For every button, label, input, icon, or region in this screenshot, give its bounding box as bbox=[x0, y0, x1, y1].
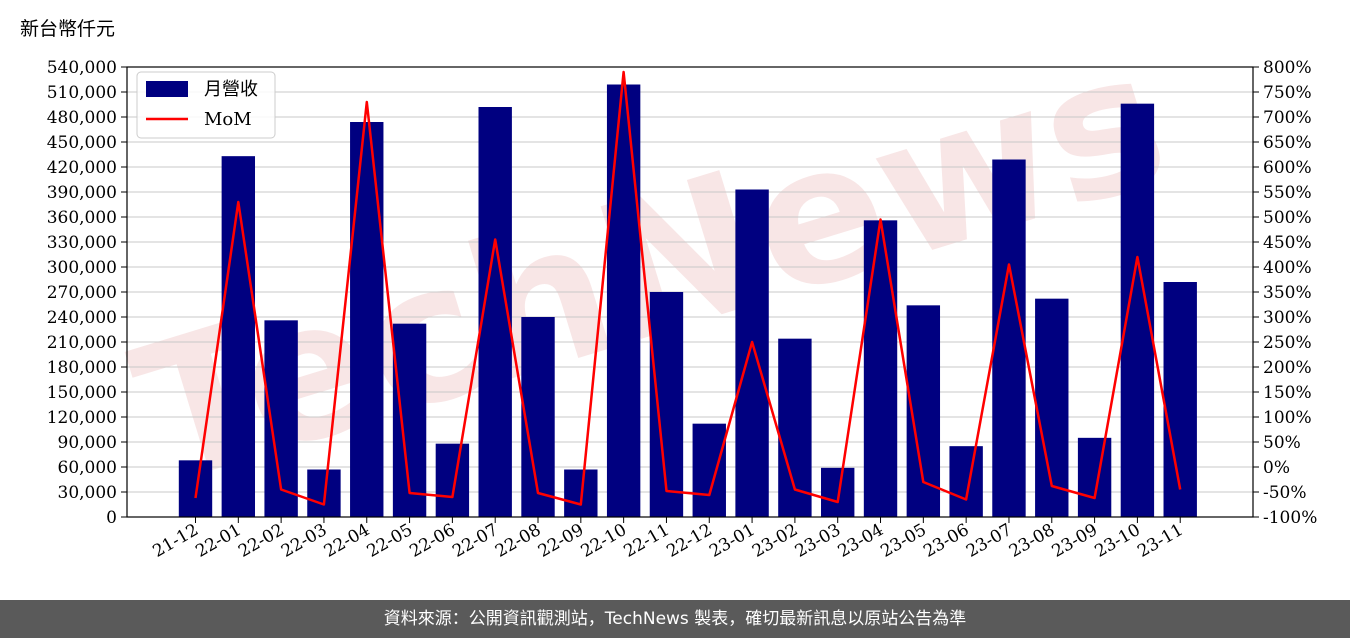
legend-label-mom: MoM bbox=[204, 109, 252, 130]
bar-23-04 bbox=[863, 220, 898, 518]
y-left-tick-label: 30,000 bbox=[58, 483, 117, 503]
y-left-tick-label: 120,000 bbox=[47, 408, 117, 428]
x-tick-label: 22-07 bbox=[449, 520, 501, 562]
y-left-tick-label: 360,000 bbox=[47, 208, 117, 228]
legend-swatch-bar bbox=[146, 81, 188, 97]
y-left-tick-label: 150,000 bbox=[47, 383, 117, 403]
bar-23-09 bbox=[1077, 437, 1112, 517]
bar-22-12 bbox=[692, 423, 726, 517]
y-left-tick-label: 420,000 bbox=[47, 158, 117, 178]
y-right-tick-label: 300% bbox=[1263, 308, 1312, 328]
footer-source: 資料來源：公開資訊觀測站，TechNews 製表，確切最新訊息以原站公告為準 bbox=[0, 600, 1350, 638]
y-right-tick-label: 650% bbox=[1263, 133, 1312, 153]
y-right-tick-label: 550% bbox=[1263, 183, 1312, 203]
y-left-tick-label: 90,000 bbox=[58, 433, 117, 453]
y-right-tick-label: 0% bbox=[1263, 458, 1290, 478]
y-left-tick-label: 300,000 bbox=[47, 258, 117, 278]
y-right-tick-label: 400% bbox=[1263, 258, 1312, 278]
y-left-tick-label: 480,000 bbox=[47, 108, 117, 128]
bar-22-01 bbox=[221, 156, 256, 517]
y-right-tick-label: 200% bbox=[1263, 358, 1312, 378]
y-right-tick-label: 150% bbox=[1263, 383, 1312, 403]
y-left-tick-label: 60,000 bbox=[58, 458, 117, 478]
x-tick-label: 23-06 bbox=[920, 520, 972, 562]
y-right-tick-label: 800% bbox=[1263, 58, 1312, 78]
bar-23-06 bbox=[949, 446, 983, 517]
y-right-tick-label: -50% bbox=[1263, 483, 1307, 503]
y-right-tick-label: 750% bbox=[1263, 83, 1312, 103]
bar-21-12 bbox=[178, 460, 213, 517]
x-tick-label: 23-07 bbox=[963, 520, 1015, 562]
bar-22-08 bbox=[521, 317, 555, 517]
y-left-tick-label: 330,000 bbox=[47, 233, 117, 253]
y-right-tick-label: 100% bbox=[1263, 408, 1312, 428]
x-tick-label: 22-06 bbox=[406, 520, 458, 562]
x-tick-label: 23-01 bbox=[706, 520, 758, 562]
bar-23-10 bbox=[1120, 103, 1155, 518]
x-tick-label: 22-01 bbox=[192, 520, 244, 562]
y-right-tick-label: 450% bbox=[1263, 233, 1312, 253]
bar-23-03 bbox=[821, 467, 855, 517]
bar-23-01 bbox=[735, 189, 769, 517]
x-tick-label: 23-10 bbox=[1091, 520, 1143, 562]
x-tick-label: 22-03 bbox=[278, 520, 330, 562]
y-left-tick-label: 210,000 bbox=[47, 333, 117, 353]
x-tick-label: 23-03 bbox=[792, 520, 844, 562]
x-tick-label: 22-05 bbox=[364, 520, 416, 562]
x-tick-label: 23-08 bbox=[1006, 520, 1058, 562]
unit-label: 新台幣仟元 bbox=[20, 18, 116, 40]
y-right-tick-label: 250% bbox=[1263, 333, 1312, 353]
x-tick-label: 22-10 bbox=[578, 520, 630, 562]
chart: TechNews030,00060,00090,000120,000150,00… bbox=[47, 7, 1318, 562]
x-tick-label: 22-04 bbox=[321, 520, 373, 562]
x-tick-label: 22-02 bbox=[235, 520, 287, 562]
bar-22-10 bbox=[606, 84, 641, 517]
y-left-tick-label: 540,000 bbox=[47, 58, 117, 78]
x-tick-label: 23-09 bbox=[1049, 520, 1101, 562]
y-left-tick-label: 450,000 bbox=[47, 133, 117, 153]
x-tick-label: 23-04 bbox=[835, 520, 887, 562]
y-left-tick-label: 240,000 bbox=[47, 308, 117, 328]
x-tick-label: 22-09 bbox=[535, 520, 587, 562]
y-left-tick-label: 390,000 bbox=[47, 183, 117, 203]
y-right-tick-label: 600% bbox=[1263, 158, 1312, 178]
y-left-tick-label: 0 bbox=[106, 508, 117, 528]
bar-23-11 bbox=[1163, 282, 1197, 517]
x-tick-label: 22-08 bbox=[492, 520, 544, 562]
bar-23-07 bbox=[992, 159, 1026, 517]
y-right-tick-label: 350% bbox=[1263, 283, 1312, 303]
bar-22-04 bbox=[350, 122, 384, 517]
y-left-tick-label: 180,000 bbox=[47, 358, 117, 378]
mom-line bbox=[194, 70, 1182, 506]
y-right-tick-label: -100% bbox=[1263, 508, 1317, 528]
y-left-tick-label: 270,000 bbox=[47, 283, 117, 303]
x-tick-label: 22-12 bbox=[663, 520, 715, 562]
y-right-tick-label: 700% bbox=[1263, 108, 1312, 128]
x-tick-label: 23-02 bbox=[749, 520, 801, 562]
bar-22-06 bbox=[435, 443, 470, 517]
x-tick-label: 23-05 bbox=[877, 520, 929, 562]
legend-label-revenue: 月營收 bbox=[204, 79, 258, 100]
x-tick-label: 23-11 bbox=[1134, 520, 1186, 562]
x-tick-label: 22-11 bbox=[621, 520, 673, 562]
x-tick-label: 21-12 bbox=[150, 520, 202, 562]
y-right-tick-label: 500% bbox=[1263, 208, 1312, 228]
y-left-tick-label: 510,000 bbox=[47, 83, 117, 103]
y-right-tick-label: 50% bbox=[1263, 433, 1301, 453]
